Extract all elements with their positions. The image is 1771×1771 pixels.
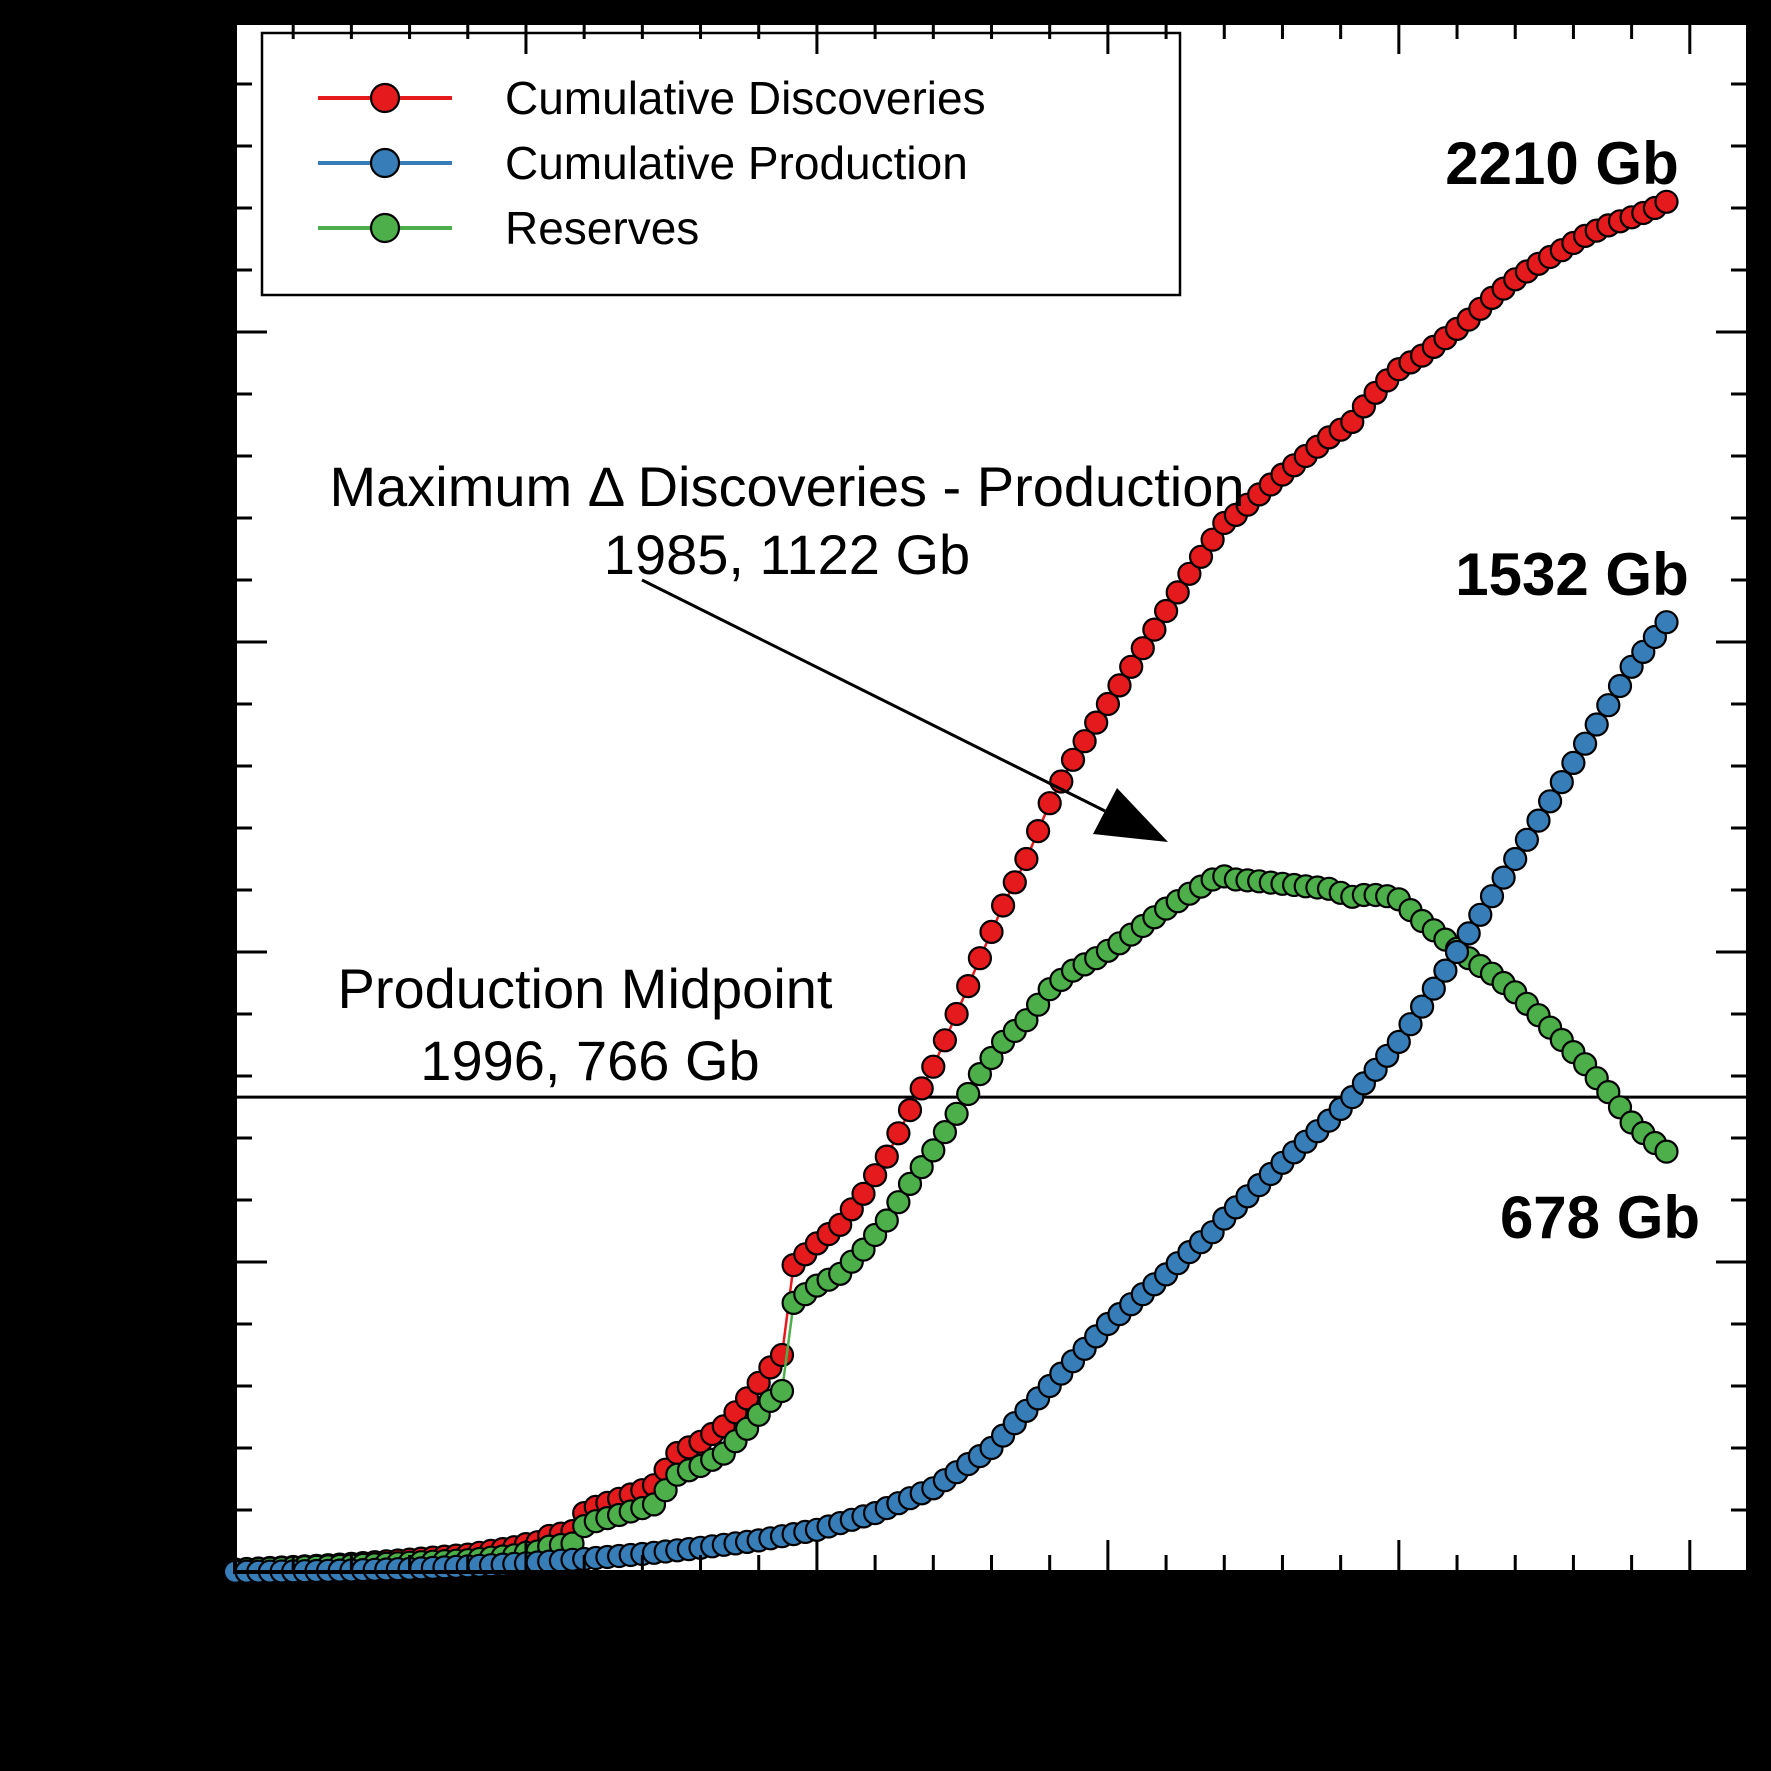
- legend-item-reserves: Reserves: [318, 202, 699, 254]
- data-point: [1654, 1139, 1679, 1164]
- data-point: [1654, 610, 1679, 635]
- data-point: [979, 919, 1004, 945]
- arrow-shaft: [641, 578, 1106, 813]
- data-point: [1584, 712, 1609, 737]
- data-point: [921, 1054, 946, 1079]
- final-production-label: 1532 Gb: [1455, 541, 1688, 608]
- legend: Cumulative Discoveries Cumulative Produc…: [260, 31, 1182, 297]
- data-point: [874, 1144, 899, 1169]
- final-discoveries-label: 2210 Gb: [1445, 130, 1678, 197]
- legend-item-cumulative-production: Cumulative Production: [318, 137, 968, 189]
- data-point: [1479, 884, 1505, 909]
- data-point: [1549, 769, 1574, 795]
- data-point: [1072, 729, 1097, 754]
- data-point: [1142, 617, 1167, 642]
- data-point: [897, 1097, 923, 1123]
- data-point: [1095, 691, 1121, 717]
- data-point: [990, 893, 1016, 918]
- data-point: [909, 1076, 934, 1101]
- arrow-head-icon: [1093, 788, 1168, 842]
- legend-dot-marker: [369, 147, 401, 179]
- data-point: [1119, 654, 1144, 679]
- data-point: [1398, 1012, 1423, 1037]
- legend-label: Reserves: [505, 202, 699, 254]
- data-point: [1060, 747, 1086, 772]
- data-point: [1444, 939, 1470, 965]
- data-point: [1561, 750, 1586, 776]
- data-point: [1130, 636, 1155, 661]
- data-point: [909, 1154, 934, 1180]
- data-point: [1025, 818, 1051, 844]
- data-point: [1177, 561, 1202, 586]
- data-point: [897, 1171, 923, 1197]
- plot-border: [233, 21, 1750, 1574]
- data-point: [1503, 846, 1528, 872]
- data-point: [1409, 994, 1435, 1019]
- data-point: [769, 1378, 795, 1404]
- data-point: [956, 973, 981, 999]
- data-point: [1165, 580, 1190, 605]
- data-point: [1084, 710, 1109, 735]
- production-midpoint-annotation-line1: Production Midpoint: [338, 957, 833, 1020]
- data-point: [1188, 544, 1214, 569]
- data-point: [1607, 673, 1633, 699]
- data-point: [1014, 846, 1039, 872]
- data-point: [1468, 902, 1493, 927]
- legend-item-cumulative-discoveries: Cumulative Discoveries: [318, 72, 986, 124]
- data-point: [967, 946, 993, 971]
- data-point: [967, 1061, 993, 1087]
- data-point: [1037, 791, 1062, 816]
- data-point: [769, 1342, 795, 1368]
- data-point: [979, 1045, 1004, 1071]
- data-point: [932, 1119, 958, 1145]
- legend-label: Cumulative Discoveries: [505, 72, 986, 124]
- data-point: [874, 1208, 899, 1233]
- data-point: [1572, 731, 1598, 756]
- legend-label: Cumulative Production: [505, 137, 968, 189]
- data-point: [1107, 673, 1132, 698]
- data-point: [886, 1190, 911, 1215]
- data-point: [886, 1121, 911, 1146]
- data-point: [944, 1101, 969, 1126]
- data-point: [956, 1081, 981, 1107]
- annotation-arrow: [641, 578, 1168, 842]
- data-point: [862, 1163, 888, 1188]
- data-point: [1200, 527, 1225, 552]
- data-point: [1491, 865, 1516, 890]
- data-point: [851, 1181, 876, 1206]
- data-point: [944, 1001, 969, 1027]
- data-point: [932, 1028, 958, 1053]
- data-point: [1421, 976, 1446, 1001]
- legend-dot-marker: [369, 82, 401, 114]
- max-delta-annotation-line2: 1985, 1122 Gb: [604, 523, 970, 586]
- production-midpoint-annotation-line2: 1996, 766 Gb: [420, 1029, 759, 1092]
- data-point: [1596, 693, 1621, 718]
- legend-dot-marker: [369, 212, 401, 244]
- data-point: [1456, 921, 1481, 946]
- max-delta-annotation-line1: Maximum Δ Discoveries - Production: [329, 455, 1244, 518]
- data-point: [1514, 827, 1540, 852]
- final-reserves-label: 678 Gb: [1500, 1184, 1700, 1251]
- data-point: [1537, 789, 1563, 814]
- data-point: [1153, 598, 1179, 624]
- data-point: [1526, 808, 1551, 833]
- data-point: [1002, 870, 1027, 895]
- data-point: [1433, 958, 1458, 983]
- data-point: [921, 1138, 946, 1163]
- data-point: [1386, 1029, 1411, 1055]
- data-point: [1654, 189, 1679, 214]
- series-cumulative-production: [222, 610, 1679, 1584]
